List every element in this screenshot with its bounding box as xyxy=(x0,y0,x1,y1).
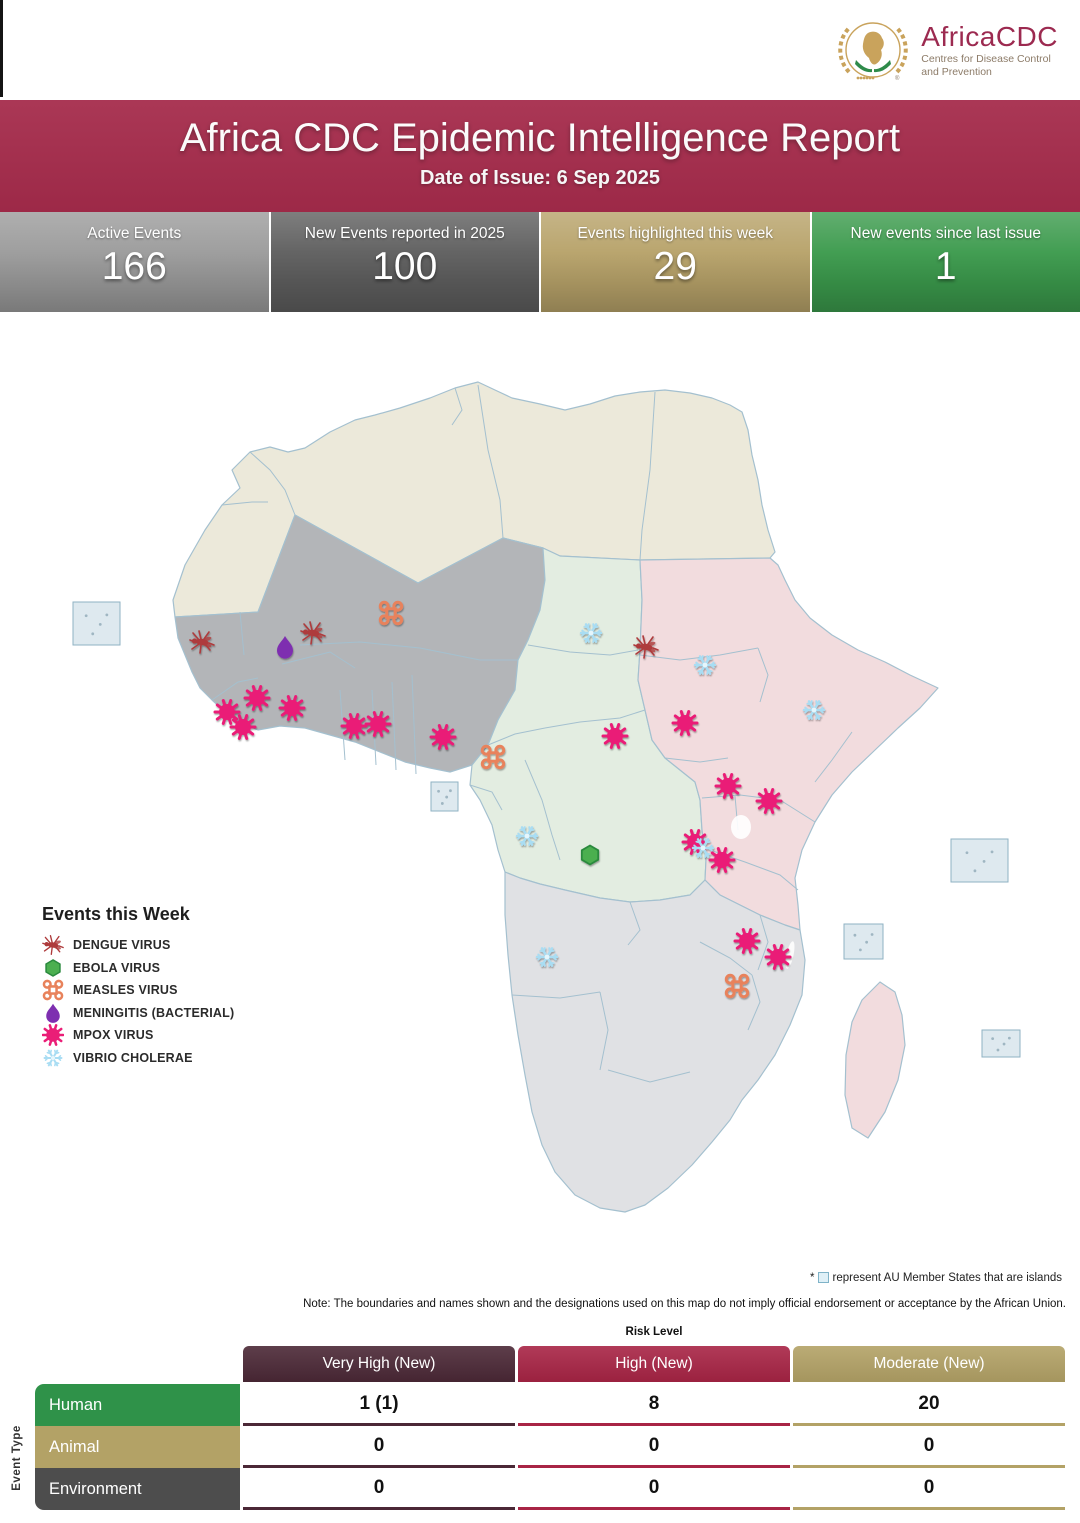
column-header-very-high: Very High (New) xyxy=(243,1346,515,1382)
stat-new-since-last-issue: New events since last issue 1 xyxy=(811,212,1080,312)
mpox-virus-icon xyxy=(42,1024,64,1047)
brand-tagline-line1: Centres for Disease Control xyxy=(921,53,1051,66)
lakes xyxy=(731,815,795,969)
islands-note-text: represent AU Member States that are isla… xyxy=(832,1272,1062,1284)
legend-label: MEASLES VIRUS xyxy=(73,983,178,998)
stat-label: New events since last issue xyxy=(850,225,1041,242)
risk-table-section: Risk Level Event Type Very High (New) Hi… xyxy=(0,1324,1080,1510)
cell-human-very-high: 1 (1) xyxy=(243,1384,515,1426)
map-marker-mpox xyxy=(340,713,368,739)
boundary-disclaimer: Note: The boundaries and names shown and… xyxy=(303,1298,1066,1310)
map-legend: Events this Week DENGUE VIRUS EBOLA VIRU… xyxy=(42,904,292,1069)
map-marker-mpox xyxy=(708,847,736,873)
svg-text:®: ® xyxy=(895,75,900,82)
africacdc-logo-icon: ® xyxy=(838,22,908,82)
legend-item-meningitis: MENINGITIS (BACTERIAL) xyxy=(42,1002,292,1025)
cell-environment-very-high: 0 xyxy=(243,1468,515,1510)
cell-animal-moderate: 0 xyxy=(793,1426,1065,1468)
brand-name: AfricaCDC xyxy=(921,21,1058,53)
legend-label: MPOX VIRUS xyxy=(73,1028,154,1043)
map-marker-mpox xyxy=(601,723,629,749)
map-marker-mpox xyxy=(714,773,742,799)
risk-level-axis-label: Risk Level xyxy=(625,1326,683,1338)
stat-value: 166 xyxy=(101,245,167,289)
stat-label: Active Events xyxy=(87,225,182,242)
cell-human-high: 8 xyxy=(518,1384,790,1426)
map-marker-mpox xyxy=(733,928,761,954)
risk-table: Very High (New) High (New) Moderate (New… xyxy=(35,1346,1080,1510)
map-marker-mpox xyxy=(671,710,699,736)
legend-label: VIBRIO CHOLERAE xyxy=(73,1050,193,1065)
island-boxes-layer xyxy=(72,601,1021,1058)
page-edge-artifact xyxy=(0,0,3,97)
legend-title: Events this Week xyxy=(42,904,190,924)
table-corner xyxy=(35,1346,240,1384)
stat-new-events-2025: New Events reported in 2025 100 xyxy=(270,212,539,312)
column-header-moderate: Moderate (New) xyxy=(793,1346,1065,1382)
map-marker-mpox xyxy=(364,711,392,737)
map-marker-mpox xyxy=(243,685,271,711)
cell-human-moderate: 20 xyxy=(793,1384,1065,1426)
island-member-state-box xyxy=(950,838,1009,883)
event-type-axis-label: Event Type xyxy=(11,1425,23,1491)
legend-label: MENINGITIS (BACTERIAL) xyxy=(73,1005,235,1020)
cell-environment-moderate: 0 xyxy=(793,1468,1065,1510)
islands-note: * represent AU Member States that are isl… xyxy=(810,1272,1062,1284)
map-marker-ebola xyxy=(580,844,600,866)
stat-active-events: Active Events 166 xyxy=(0,212,269,312)
islands-note-asterisk: * xyxy=(810,1272,815,1284)
legend-label: EBOLA VIRUS xyxy=(73,960,161,975)
region-east-africa xyxy=(637,557,939,931)
stat-label: Events highlighted this week xyxy=(577,225,774,242)
title-banner: Africa CDC Epidemic Intelligence Report … xyxy=(0,100,1080,212)
stats-row: Active Events 166 New Events reported in… xyxy=(0,212,1080,312)
stat-value: 100 xyxy=(372,245,438,289)
legend-item-ebola: EBOLA VIRUS xyxy=(42,957,292,980)
island-member-state-box xyxy=(72,601,121,646)
report-title: Africa CDC Epidemic Intelligence Report xyxy=(179,116,901,160)
dengue-virus-icon xyxy=(42,935,64,956)
map-marker-mpox xyxy=(229,714,257,740)
stat-events-highlighted: Events highlighted this week 29 xyxy=(541,212,810,312)
region-madagascar xyxy=(844,981,906,1139)
legend-item-measles: MEASLES VIRUS xyxy=(42,979,292,1002)
map-marker-mpox xyxy=(764,944,792,970)
meningitis-icon xyxy=(46,1003,60,1023)
africacdc-logo-text: AfricaCDC Centres for Disease Control an… xyxy=(921,21,1058,78)
row-label-human: Human xyxy=(35,1384,240,1426)
row-label-animal: Animal xyxy=(35,1426,240,1468)
map-marker-mpox xyxy=(278,695,306,721)
island-member-state-box xyxy=(430,781,459,812)
report-date: Date of Issue: 6 Sep 2025 xyxy=(419,167,661,189)
column-header-high: High (New) xyxy=(518,1346,790,1382)
legend-item-cholera: VIBRIO CHOLERAE xyxy=(42,1047,292,1070)
island-box-glyph xyxy=(817,1272,829,1283)
island-member-state-box xyxy=(843,923,884,960)
row-label-environment: Environment xyxy=(35,1468,240,1510)
stat-value: 1 xyxy=(934,245,957,289)
cell-environment-high: 0 xyxy=(518,1468,790,1510)
africacdc-logo: ® AfricaCDC Centres for Disease Control … xyxy=(835,12,1058,88)
region-southern-africa xyxy=(504,871,806,1213)
measles-virus-icon xyxy=(42,979,64,1001)
brand-tagline-line2: and Prevention xyxy=(921,66,992,78)
island-member-state-box xyxy=(981,1029,1021,1058)
stat-value: 29 xyxy=(653,245,697,289)
page-header: ® AfricaCDC Centres for Disease Control … xyxy=(0,0,1080,100)
cholera-icon xyxy=(42,1047,64,1069)
legend-item-dengue: DENGUE VIRUS xyxy=(42,934,292,957)
map-marker-mpox xyxy=(755,788,783,814)
stat-label: New Events reported in 2025 xyxy=(304,225,505,242)
map-marker-mpox xyxy=(429,724,457,750)
map-section: Events this Week DENGUE VIRUS EBOLA VIRU… xyxy=(0,312,1080,1312)
ebola-virus-icon xyxy=(45,958,61,977)
legend-item-mpox: MPOX VIRUS xyxy=(42,1024,292,1047)
country-borders xyxy=(211,384,853,1083)
cell-animal-high: 0 xyxy=(518,1426,790,1468)
africa-map xyxy=(72,381,1021,1213)
cell-animal-very-high: 0 xyxy=(243,1426,515,1468)
legend-label: DENGUE VIRUS xyxy=(73,938,171,953)
